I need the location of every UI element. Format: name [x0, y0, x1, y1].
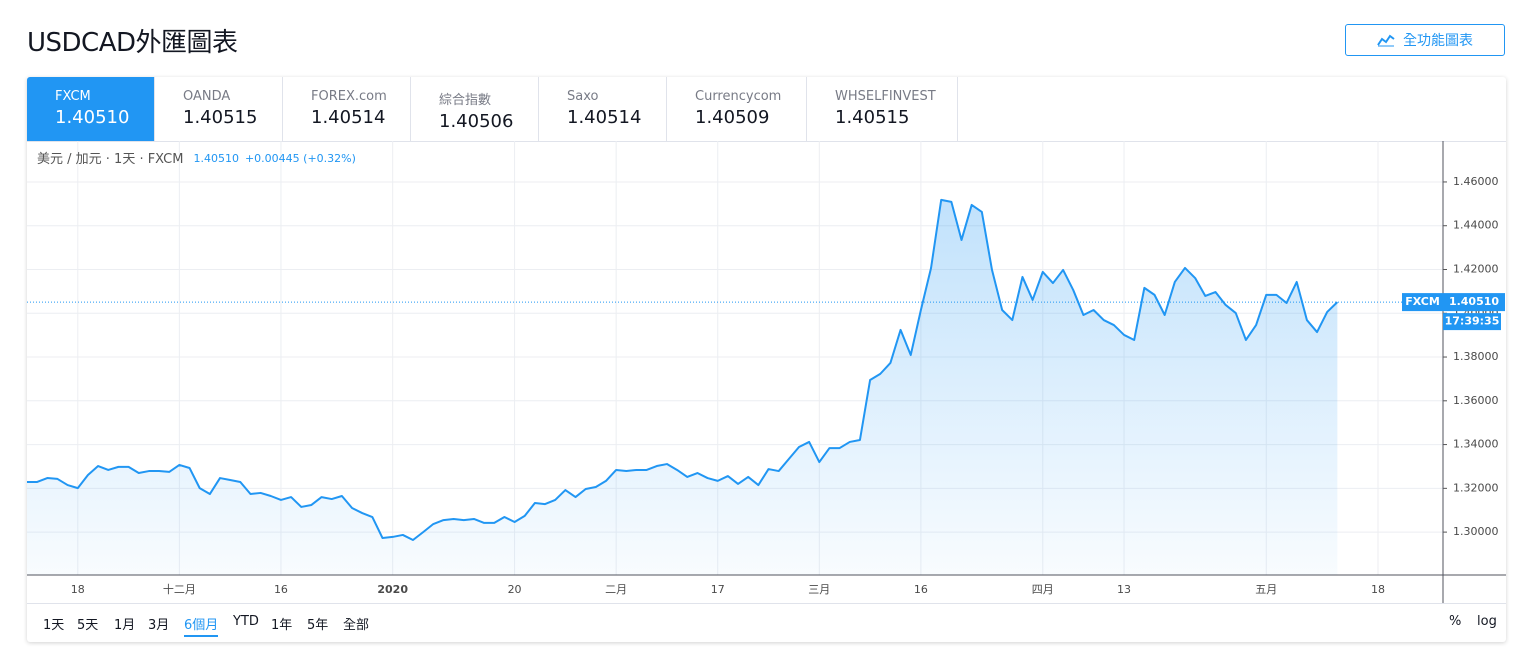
y-tick-label: 1.38000	[1453, 350, 1499, 363]
chart-card: FXCM 1.40510 OANDA 1.40515 FOREX.com 1.40514 綜…	[27, 77, 1506, 642]
chart: 1.300001.320001.340001.360001.380001.400…	[27, 141, 1506, 603]
tab-name: OANDA	[183, 89, 231, 104]
source-tab[interactable]: OANDA 1.40515	[155, 77, 283, 141]
x-tick-label: 二月	[605, 583, 627, 596]
tab-value: 1.40514	[567, 107, 642, 128]
tab-name: 綜合指數	[439, 93, 492, 108]
source-tab[interactable]: 綜合指數 1.40506	[411, 77, 539, 141]
tab-name: Currencycom	[695, 89, 782, 104]
legend-price: 1.40510	[193, 152, 239, 165]
source-tag-label: FXCM	[1405, 295, 1440, 308]
x-tick-label: 16	[914, 583, 928, 596]
x-tick-label: 三月	[808, 583, 830, 596]
source-tab[interactable]: FXCM 1.40510	[27, 77, 155, 141]
time-tag-label: 17:39:35	[1445, 315, 1500, 328]
tab-value: 1.40514	[311, 107, 386, 128]
x-tick-label: 18	[1371, 583, 1385, 596]
chart-legend: 美元 / 加元 · 1天 · FXCM 1.40510 +0.00445 (+0.3…	[37, 152, 356, 167]
source-tab[interactable]: Saxo 1.40514	[539, 77, 667, 141]
price-line	[27, 198, 1339, 541]
source-tag	[1402, 293, 1443, 312]
y-tick-label: 1.46000	[1453, 175, 1499, 188]
range-button[interactable]: 5天	[77, 618, 99, 633]
x-tick-label: 17	[711, 583, 725, 596]
y-tick-label: 1.44000	[1453, 219, 1499, 232]
x-tick-label: 四月	[1032, 583, 1054, 596]
source-tab[interactable]: FOREX.com 1.40514	[283, 77, 411, 141]
page-title: USDCAD外匯圖表	[27, 28, 238, 58]
x-tick-label: 五月	[1255, 583, 1277, 596]
x-tick-label: 13	[1117, 583, 1131, 596]
tab-value: 1.40515	[183, 107, 258, 128]
x-tick-label: 2020	[377, 583, 408, 596]
full-chart-button[interactable]: 全功能圖表	[1345, 24, 1505, 56]
tab-name: Saxo	[567, 89, 599, 104]
source-tab[interactable]: Currencycom 1.40509	[667, 77, 807, 141]
x-tick-label: 16	[274, 583, 288, 596]
range-toolbar: 1天 5天 1月 3月 6個月 YTD 1年 5年 全部% log	[27, 603, 1506, 642]
range-button[interactable]: 1年	[271, 618, 293, 633]
range-button[interactable]: 全部	[343, 618, 370, 633]
range-button[interactable]: 6個月	[184, 614, 219, 637]
y-tick-label: 1.36000	[1453, 394, 1499, 407]
scale-button[interactable]: log	[1477, 614, 1497, 629]
price-tag	[1443, 293, 1505, 312]
area-fill	[27, 199, 1338, 575]
x-tick-label: 十二月	[163, 582, 196, 596]
tab-value: 1.40510	[55, 107, 130, 128]
range-button[interactable]: 5年	[307, 618, 329, 633]
source-tab[interactable]: WHSELFINVEST 1.40515	[807, 77, 958, 141]
x-tick-label: 20	[508, 583, 522, 596]
legend-symbol: 美元 / 加元 · 1天 · FXCM	[37, 152, 183, 167]
price-tag-label: 1.40510	[1449, 295, 1499, 308]
tab-value: 1.40506	[439, 111, 514, 132]
range-button[interactable]: YTD	[233, 614, 259, 629]
scale-button[interactable]: %	[1449, 614, 1462, 629]
y-tick-label: 1.34000	[1453, 438, 1499, 451]
tab-value: 1.40509	[695, 107, 770, 128]
x-tick-label: 18	[71, 583, 85, 596]
y-tick-label: 1.30000	[1453, 525, 1499, 538]
tab-value: 1.40515	[835, 107, 910, 128]
source-tabs: FXCM 1.40510 OANDA 1.40515 FOREX.com 1.40514 綜…	[27, 77, 1506, 142]
tab-name: FOREX.com	[311, 89, 387, 104]
y-tick-label: 1.32000	[1453, 481, 1499, 494]
range-button[interactable]: 1月	[114, 618, 136, 633]
y-tick-label: 1.42000	[1453, 262, 1499, 275]
tab-name: WHSELFINVEST	[835, 89, 936, 104]
time-tag	[1443, 313, 1501, 331]
full-chart-label: 全功能圖表	[1403, 33, 1473, 49]
tab-name: FXCM	[55, 89, 91, 104]
legend-change: +0.00445 (+0.32%)	[245, 152, 356, 165]
range-button[interactable]: 1天	[43, 618, 65, 633]
chart-icon	[1377, 34, 1395, 47]
range-button[interactable]: 3月	[148, 618, 170, 633]
